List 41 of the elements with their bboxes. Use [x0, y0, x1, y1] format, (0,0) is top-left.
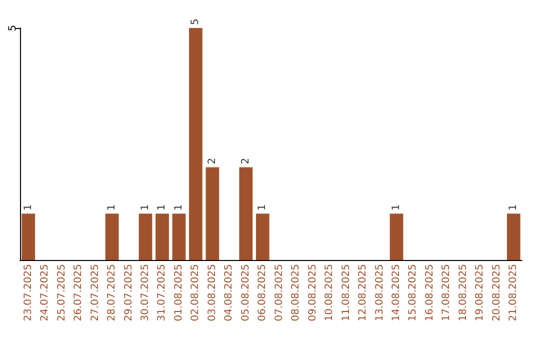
data-label: 2 [206, 158, 218, 164]
data-label: 2 [240, 158, 252, 164]
x-tick-label: 30.07.2025 [140, 264, 151, 322]
x-tick-label: 24.07.2025 [40, 264, 51, 322]
x-tick-label: 19.08.2025 [474, 264, 486, 322]
x-tick-label: 06.08.2025 [257, 264, 268, 322]
data-label: 1 [391, 204, 402, 211]
x-tick-label: 09.08.2025 [307, 264, 318, 322]
x-tick-label: 16.08.2025 [424, 264, 436, 322]
x-tick-label: 25.07.2025 [56, 264, 68, 322]
x-tick-label: 14.08.2025 [391, 264, 402, 322]
x-tick-label: 18.08.2025 [458, 264, 469, 322]
data-label: 1 [106, 204, 118, 211]
data-label: 1 [22, 204, 34, 211]
x-tick-label: 07.08.2025 [274, 264, 285, 322]
data-label: 1 [140, 204, 151, 211]
x-tick-label: 17.08.2025 [441, 264, 452, 322]
x-tick-label: 21.08.2025 [508, 264, 520, 322]
x-tick-label: 12.08.2025 [358, 264, 369, 322]
x-tick-label: 08.08.2025 [290, 264, 302, 322]
x-tick-label: 05.08.2025 [240, 264, 252, 322]
data-label: 1 [508, 204, 520, 211]
x-tick-label: 04.08.2025 [224, 264, 235, 322]
x-tick-label: 28.07.2025 [106, 264, 118, 322]
x-tick-label: 13.08.2025 [374, 264, 386, 322]
x-tick-label: 15.08.2025 [408, 264, 419, 322]
x-tick-label: 26.07.2025 [73, 264, 84, 322]
x-tick-label: 20.08.2025 [491, 264, 502, 322]
x-tick-label: 03.08.2025 [206, 264, 218, 322]
data-label: 1 [257, 204, 268, 211]
x-tick-label: 29.07.2025 [123, 264, 134, 322]
x-tick-label: 27.07.2025 [90, 264, 101, 322]
x-tick-label: 01.08.2025 [173, 264, 184, 322]
x-tick-label: 11.08.2025 [340, 264, 352, 322]
x-tick-label: 31.07.2025 [156, 264, 168, 322]
x-tick-label: 02.08.2025 [190, 264, 202, 322]
data-label: 1 [173, 204, 184, 211]
x-tick-label: 10.08.2025 [324, 264, 336, 322]
data-label: 1 [156, 204, 168, 211]
x-tick-label: 23.07.2025 [22, 264, 34, 322]
data-label: 5 [190, 18, 202, 25]
